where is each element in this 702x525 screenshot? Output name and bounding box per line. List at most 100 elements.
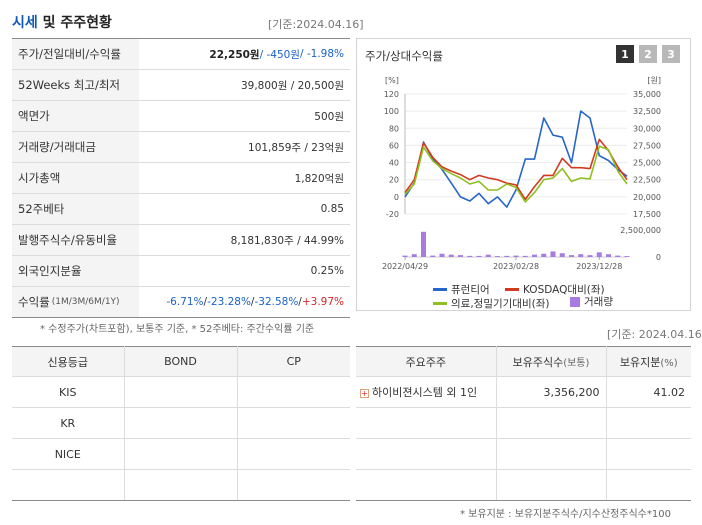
- credit-header-agency: 신용등급: [12, 346, 125, 377]
- x-tick-label: 2023/12/28: [576, 262, 622, 271]
- volume-bar: [606, 254, 611, 257]
- volume-bar: [467, 255, 473, 257]
- y-left-tick-label: -20: [386, 210, 399, 219]
- return-6m: -32.58%: [254, 296, 299, 308]
- holder-name: [356, 407, 497, 439]
- holder-name[interactable]: 하이비젼시스템 외 1인: [372, 386, 478, 399]
- table-row: [12, 469, 350, 501]
- quote-row-market-cap: 시가총액 1,820억원: [12, 163, 350, 194]
- credit-bond: [123, 407, 238, 439]
- legend-label-volume: 거래량: [584, 296, 613, 308]
- current-price: 22,250원: [209, 48, 260, 61]
- volume-bar: [421, 231, 426, 257]
- holder-name: [356, 438, 497, 470]
- credit-header-row: 신용등급 BOND CP: [12, 346, 350, 377]
- holder-pct: [605, 438, 691, 470]
- quote-row-value: 101,859주 / 23억원: [248, 141, 344, 154]
- base-date: [기준:2024.04.16]: [268, 18, 364, 31]
- chart-page-2-button[interactable]: 2: [639, 45, 657, 63]
- holder-pct: 41.02: [605, 376, 691, 408]
- credit-cp: [236, 376, 350, 408]
- returns-period-label: (1M/3M/6M/1Y): [51, 297, 120, 307]
- table-row: [356, 469, 691, 501]
- y-right-tick-label: 20,000: [633, 193, 661, 202]
- legend-label-stock: 퓨런티어: [451, 284, 490, 296]
- holder-header-shares-label: 보유주식수: [512, 355, 564, 369]
- volume-bar: [485, 254, 491, 257]
- table-row: NICE: [12, 438, 350, 470]
- quote-row-value: -6.71% / -23.28% / -32.58% / +3.97%: [166, 296, 344, 308]
- quote-row-value: 500원: [314, 110, 344, 123]
- holder-header-pct: 보유지분(%): [605, 346, 691, 377]
- y-right-tick-label: 17,500: [633, 210, 661, 219]
- y-right-tick-label: 22,500: [633, 176, 661, 185]
- volume-bar: [402, 255, 408, 257]
- credit-bond: [123, 469, 238, 501]
- quote-row-label: 외국인지분율: [12, 256, 139, 286]
- quote-row-label: 시가총액: [12, 163, 139, 193]
- x-tick-label: 2023/02/28: [493, 262, 539, 271]
- legend-swatch-volume: [570, 296, 580, 307]
- y-left-tick-label: 60: [389, 141, 399, 150]
- y-left-tick-label: 40: [389, 159, 399, 168]
- x-tick-label: 2022/04/29: [382, 262, 428, 271]
- volume-bar: [476, 255, 482, 257]
- legend-item-kosdaq: KOSDAQ대비(좌): [505, 282, 605, 297]
- legend-label-kosdaq: KOSDAQ대비(좌): [523, 284, 605, 296]
- chart-page-1-button[interactable]: 1: [616, 45, 634, 63]
- y-left-tick-label: 100: [384, 107, 399, 116]
- volume-bar: [495, 256, 500, 257]
- y-right-tick-label: 32,500: [633, 107, 661, 116]
- volume-tick-label: 0: [656, 253, 661, 262]
- quote-table: 주가/전일대비/수익률 22,250원 / -450원 / -1.98% 52W…: [12, 38, 350, 318]
- volume-bar: [596, 252, 602, 257]
- volume-bar: [550, 251, 556, 257]
- holder-note: * 보유지분 : 보유지분주식수/지수산정주식수*100: [460, 509, 671, 520]
- volume-bar: [458, 255, 463, 257]
- legend-item-volume: 거래량: [570, 294, 613, 309]
- return-1m: -6.71%: [166, 296, 204, 308]
- quote-row-52weeks: 52Weeks 최고/최저 39,800원 / 20,500원: [12, 70, 350, 101]
- holder-header-pct-label: 보유지분: [619, 355, 661, 369]
- y-right-tick-label: 25,000: [633, 159, 661, 168]
- volume-bar: [615, 255, 621, 257]
- volume-bar: [532, 254, 537, 257]
- legend-swatch-stock: [433, 288, 447, 291]
- expand-plus-icon[interactable]: +: [360, 388, 369, 398]
- y-left-unit: [%]: [385, 76, 399, 85]
- return-3m: -23.28%: [207, 296, 251, 308]
- holder-header-shares-unit: (보통): [563, 357, 590, 369]
- quote-row-returns: 수익률 (1M/3M/6M/1Y) -6.71% / -23.28% / -32.58% /…: [12, 287, 350, 318]
- holder-header-pct-unit: (%): [660, 357, 678, 369]
- holder-shares: [495, 469, 607, 501]
- holder-name: [356, 469, 497, 501]
- chart-page-3-button[interactable]: 3: [662, 45, 680, 63]
- volume-bar: [448, 254, 454, 257]
- quote-note: * 수정주가(차트포함), 보통주 기준, * 52주베타: 주간수익률 기준: [40, 324, 315, 335]
- volume-bar: [541, 253, 547, 257]
- quote-row-value: 0.85: [320, 203, 344, 215]
- legend-swatch-sector: [433, 302, 447, 305]
- quote-row-value: 8,181,830주 / 44.99%: [230, 234, 344, 247]
- volume-bar: [578, 254, 584, 257]
- credit-agency: NICE: [12, 438, 125, 470]
- returns-label: 수익률: [18, 295, 50, 309]
- credit-cp: [236, 438, 350, 470]
- y-right-tick-label: 35,000: [633, 90, 661, 99]
- title-rest: 및 주주현황: [37, 15, 112, 31]
- quote-row-label: 52Weeks 최고/최저: [12, 70, 139, 100]
- quote-row-label: 52주베타: [12, 194, 139, 224]
- quote-row-price: 주가/전일대비/수익률 22,250원 / -450원 / -1.98%: [12, 39, 350, 70]
- price-change-rate: / -1.98%: [299, 48, 344, 60]
- y-left-tick-label: 20: [389, 176, 399, 185]
- holder-shares: 3,356,200: [495, 376, 607, 408]
- y-right-unit: [원]: [647, 76, 661, 85]
- volume-bar: [522, 255, 528, 257]
- quote-row-label: 발행주식수/유동비율: [12, 225, 139, 255]
- quote-row-label: 거래량/거래대금: [12, 132, 139, 162]
- credit-rating-table: 신용등급 BOND CP KIS KR NICE: [12, 346, 350, 501]
- quote-row-label: 액면가: [12, 101, 139, 131]
- legend-item-sector: 의료,정밀기기대비(좌): [433, 296, 549, 311]
- sector-relative-line: [404, 145, 628, 203]
- volume-bar: [439, 253, 445, 257]
